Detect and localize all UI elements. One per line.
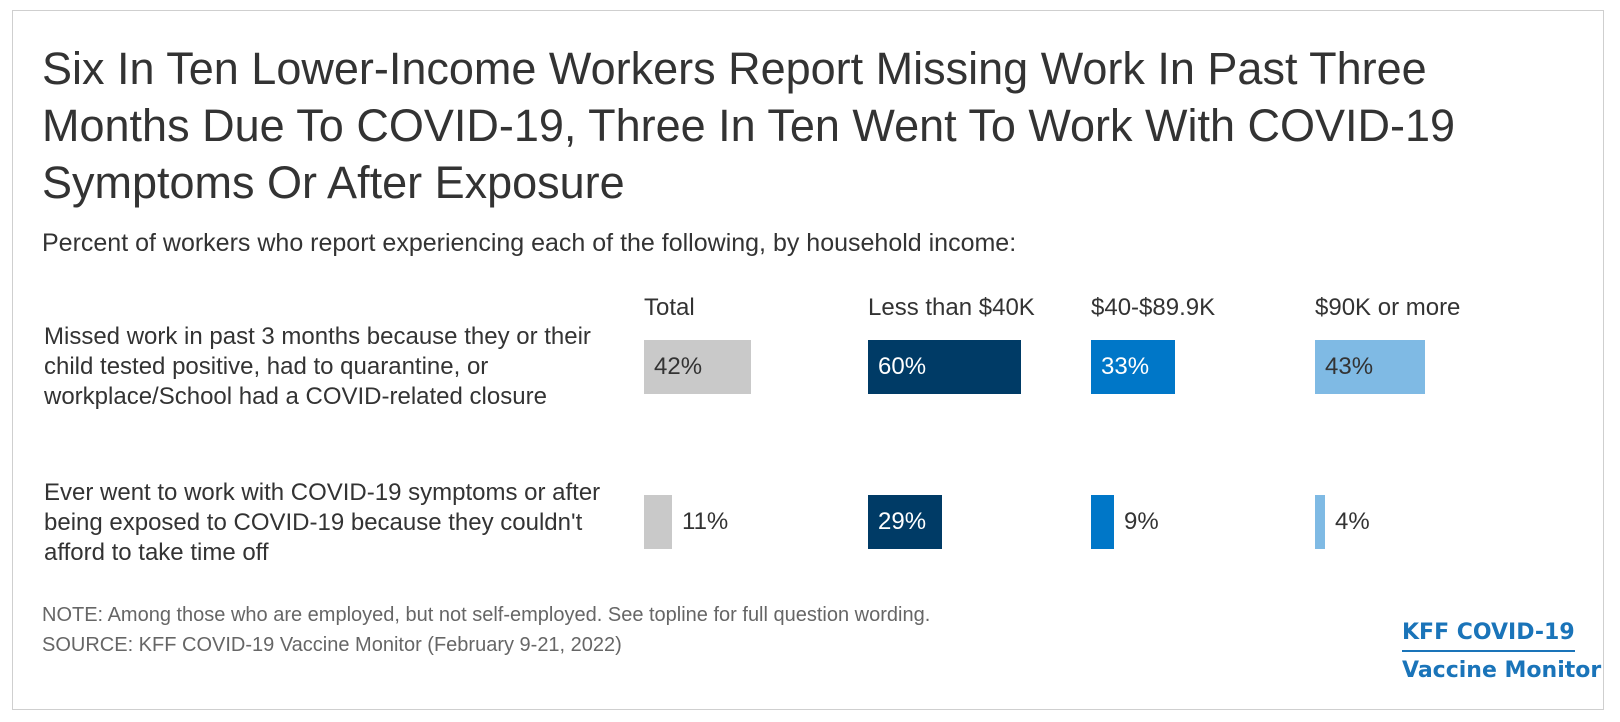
bar-value-label: 11% <box>682 508 729 535</box>
column-header: Less than $40K <box>868 294 1035 321</box>
source-text: SOURCE: KFF COVID-19 Vaccine Monitor (Fe… <box>42 634 622 656</box>
bar <box>1315 495 1325 549</box>
logo-line-2: Vaccine Monitor <box>1402 658 1602 683</box>
row-label: Missed work in past 3 months because the… <box>44 323 591 410</box>
chart-title: Six In Ten Lower-Income Workers Report M… <box>42 43 1456 208</box>
chart-subtitle: Percent of workers who report experienci… <box>42 229 1017 257</box>
bar <box>868 340 1021 394</box>
bar <box>644 495 672 549</box>
bar-value-label: 4% <box>1335 508 1370 535</box>
bar <box>644 340 751 394</box>
bar-value-label: 60% <box>878 353 927 380</box>
kff-logo: KFF COVID-19 Vaccine Monitor <box>1402 618 1601 686</box>
column-header: $40-$89.9K <box>1091 294 1216 321</box>
bar-value-label: 43% <box>1325 353 1374 380</box>
row-label: Ever went to work with COVID-19 symptoms… <box>44 479 601 566</box>
bar-value-label: 29% <box>878 508 927 535</box>
chart-frame <box>12 10 1604 710</box>
bar-value-label: 42% <box>654 353 703 380</box>
column-header: Total <box>644 294 695 321</box>
note-text: NOTE: Among those who are employed, but … <box>42 604 931 626</box>
bar <box>1091 340 1175 394</box>
bar <box>1315 340 1425 394</box>
logo-line-1: KFF COVID-19 <box>1402 618 1575 652</box>
bar <box>868 495 942 549</box>
bar <box>1091 495 1114 549</box>
bar-value-label: 33% <box>1101 353 1150 380</box>
column-header: $90K or more <box>1315 294 1461 321</box>
bar-value-label: 9% <box>1124 508 1159 535</box>
